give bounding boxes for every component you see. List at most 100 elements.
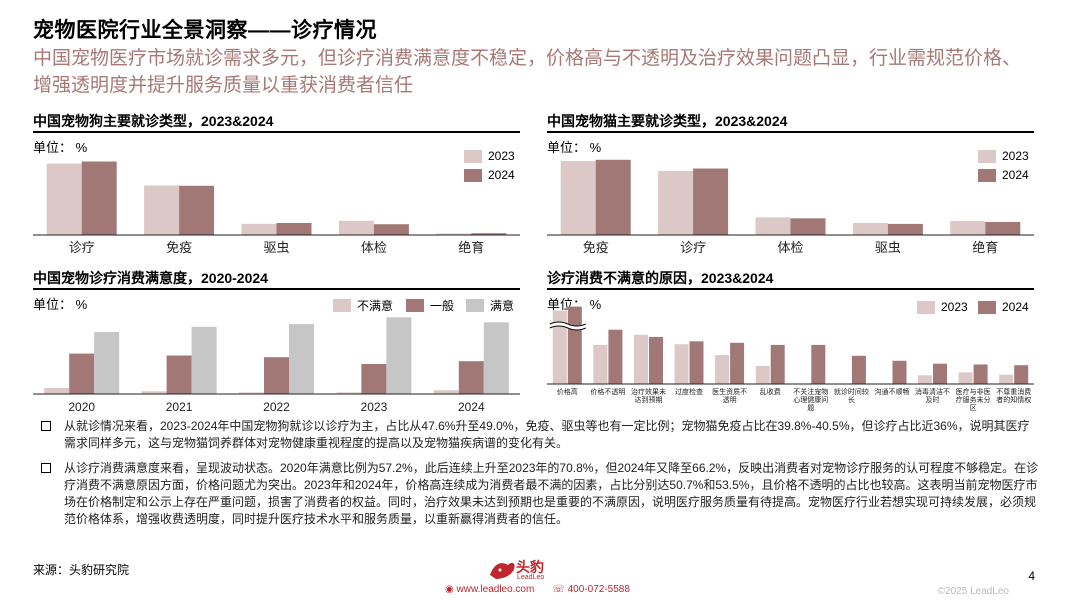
reasons-title-rule bbox=[547, 288, 1034, 290]
bar-cat-2023-4 bbox=[950, 221, 986, 235]
axis-break-line bbox=[549, 325, 586, 331]
dog-chart-title: 中国宠物狗主要就诊类型，2023&2024 bbox=[33, 113, 274, 129]
category-label: 2022 bbox=[263, 400, 290, 414]
reasons-unit-label: 单位： % bbox=[547, 297, 602, 312]
category-label: 体检 bbox=[361, 240, 387, 255]
bullet-checkbox-icon bbox=[41, 421, 51, 431]
bar-reasons-2024-0 bbox=[567, 306, 582, 384]
leadleo-logo[interactable]: 头豹 LeadLeo bbox=[488, 557, 548, 583]
logo-text: 头豹 bbox=[516, 559, 544, 575]
reasons-legend-2024: 2024 bbox=[978, 300, 1029, 314]
bullet-item: 从就诊情况来看，2023-2024年中国宠物狗就诊以诊疗为主，占比从47.6%升… bbox=[40, 418, 1040, 452]
bar-dog-2023-2 bbox=[241, 223, 277, 235]
bar-satisfaction-一般-2 bbox=[264, 357, 289, 394]
dog-chart: 诊疗 免疫 驱虫 体检 绝育 bbox=[33, 161, 520, 255]
legend-swatch bbox=[464, 149, 482, 163]
bar-reasons-2024-7 bbox=[851, 355, 866, 384]
category-label: 2023 bbox=[361, 400, 388, 414]
legend-swatch bbox=[406, 299, 424, 312]
legend-swatch bbox=[466, 299, 484, 312]
bar-reasons-2024-1 bbox=[608, 329, 623, 384]
bar-reasons-2024-4 bbox=[730, 342, 745, 385]
category-label: 诊疗 bbox=[680, 240, 706, 255]
cat-chart: 免疫 诊疗 体检 驱虫 绝育 bbox=[547, 159, 1034, 255]
legend-swatch bbox=[464, 168, 482, 182]
copyright: ©2025 LeadLeo bbox=[937, 586, 1009, 597]
bar-reasons-2024-10 bbox=[973, 364, 988, 384]
bar-reasons-2024-11 bbox=[1014, 365, 1029, 384]
legend-swatch bbox=[333, 299, 351, 312]
dog-legend-2024: 2024 bbox=[464, 168, 515, 182]
bar-reasons-2023-9 bbox=[918, 375, 932, 384]
bar-reasons-2023-3 bbox=[674, 344, 689, 384]
bar-dog-2024-1 bbox=[179, 185, 215, 235]
bar-satisfaction-满意-0 bbox=[94, 332, 120, 394]
category-label: 绝育 bbox=[972, 240, 998, 255]
satisfaction-legend-unsatisfied: 不满意 bbox=[333, 297, 393, 314]
cat-unit-label: 单位： % bbox=[547, 140, 602, 155]
footer-website[interactable]: ◉ www.leadleo.com bbox=[445, 584, 535, 595]
dog-legend-2023: 2023 bbox=[464, 149, 515, 163]
satisfaction-title-rule bbox=[33, 288, 520, 290]
bar-reasons-2023-5 bbox=[755, 365, 770, 384]
bar-satisfaction-满意-2 bbox=[289, 324, 314, 394]
legend-swatch bbox=[978, 149, 996, 163]
footer-contacts: ◉ www.leadleo.com ☏ 400-072-5588 bbox=[445, 584, 630, 595]
satisfaction-chart: 2020 2021 2022 2023 2024 bbox=[33, 317, 520, 414]
category-label: 消毒清洁不及时 bbox=[915, 387, 950, 404]
page-subtitle: 中国宠物医疗市场就诊需求多元，但诊疗消费满意度不稳定，价格高与不透明及治疗效果问… bbox=[33, 48, 1022, 96]
bar-satisfaction-一般-1 bbox=[166, 355, 192, 394]
category-label: 体检 bbox=[777, 240, 803, 255]
bar-reasons-2024-3 bbox=[689, 341, 704, 384]
category-label: 价格不透明 bbox=[590, 387, 625, 396]
bar-cat-2024-4 bbox=[985, 222, 1021, 235]
category-label: 2020 bbox=[68, 400, 95, 414]
bar-reasons-2023-10 bbox=[958, 372, 973, 384]
axis-break-line bbox=[549, 321, 586, 327]
bar-reasons-2023-4 bbox=[715, 355, 730, 384]
category-label: 治疗效果未达到预期 bbox=[631, 387, 666, 404]
category-label: 驱虫 bbox=[875, 240, 901, 255]
bar-reasons-2023-2 bbox=[634, 334, 648, 384]
bar-satisfaction-满意-1 bbox=[191, 326, 217, 394]
page-number: 4 bbox=[1028, 569, 1035, 583]
category-label: 驱虫 bbox=[263, 240, 289, 255]
category-label: 过度检查 bbox=[675, 387, 703, 396]
bar-satisfaction-不满意-0 bbox=[44, 388, 70, 394]
bar-reasons-2023-0 bbox=[552, 310, 567, 384]
category-label: 免疫 bbox=[583, 240, 609, 255]
bar-cat-2024-1 bbox=[693, 168, 729, 235]
category-label: 医疗与非医疗服务未分区 bbox=[956, 387, 991, 412]
axis-break-mask bbox=[548, 321, 587, 331]
category-label: 绝育 bbox=[458, 240, 484, 255]
bar-reasons-2024-8 bbox=[892, 360, 907, 384]
category-label: 诊疗 bbox=[69, 240, 95, 255]
bar-reasons-2023-1 bbox=[593, 344, 608, 384]
category-label: 不尊重消费者的知情权 bbox=[996, 387, 1031, 404]
page-title: 宠物医院行业全景洞察——诊疗情况 bbox=[33, 19, 377, 42]
legend-swatch bbox=[978, 168, 996, 182]
category-label: 乱收费 bbox=[760, 387, 781, 396]
bar-satisfaction-满意-4 bbox=[483, 322, 509, 394]
bar-cat-2024-2 bbox=[790, 218, 826, 235]
bar-reasons-2024-5 bbox=[770, 344, 785, 384]
bar-satisfaction-一般-3 bbox=[361, 364, 387, 394]
bar-satisfaction-不满意-2 bbox=[239, 392, 264, 394]
bar-dog-2024-2 bbox=[276, 223, 312, 235]
bullet-item: 从诊疗消费满意度来看，呈现波动状态。2020年满意比例为57.2%，此后连续上升… bbox=[40, 460, 1040, 528]
bar-dog-2024-4 bbox=[471, 233, 507, 235]
footer-phone[interactable]: ☏ 400-072-5588 bbox=[552, 584, 630, 595]
reasons-chart-title: 诊疗消费不满意的原因，2023&2024 bbox=[547, 270, 774, 286]
bullet-checkbox-icon bbox=[41, 463, 51, 473]
category-label: 不关注宠物心理健康问题 bbox=[793, 387, 828, 412]
cat-legend-2024: 2024 bbox=[978, 168, 1029, 182]
bar-satisfaction-一般-4 bbox=[458, 361, 484, 394]
bar-dog-2023-1 bbox=[144, 185, 180, 235]
bar-dog-2024-0 bbox=[81, 161, 117, 235]
logo-subtext: LeadLeo bbox=[517, 574, 545, 581]
reasons-legend-2023: 2023 bbox=[917, 300, 968, 314]
satisfaction-legend-neutral: 一般 bbox=[406, 297, 454, 314]
category-label: 免疫 bbox=[166, 240, 192, 255]
category-label: 2024 bbox=[458, 400, 485, 414]
